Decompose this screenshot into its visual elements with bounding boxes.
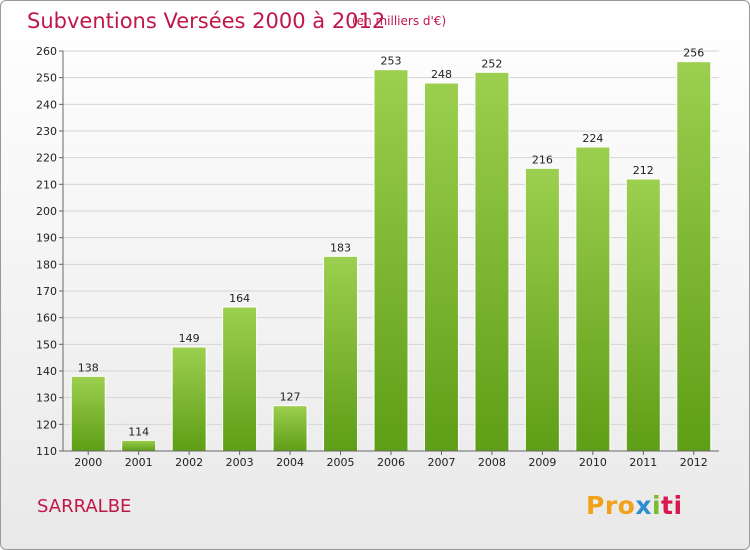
y-tick-label: 190 (36, 232, 57, 245)
logo-part: i (651, 491, 662, 520)
data-label: 114 (128, 425, 149, 438)
data-label: 164 (229, 292, 250, 305)
data-label: 216 (532, 153, 553, 166)
logo-part: ti (661, 491, 683, 520)
data-label: 212 (633, 164, 654, 177)
chart-subtitle: (en milliers d'€) (352, 14, 447, 28)
y-tick-label: 240 (36, 98, 57, 111)
bar (171, 346, 207, 452)
x-tick-label: 2009 (528, 456, 556, 469)
y-tick-label: 210 (36, 178, 57, 191)
x-tick-label: 2010 (579, 456, 607, 469)
data-label: 224 (582, 132, 603, 145)
bar (524, 167, 560, 452)
x-tick-label: 2004 (276, 456, 304, 469)
x-tick-label: 2006 (377, 456, 405, 469)
y-tick-label: 200 (36, 205, 57, 218)
bar (323, 255, 359, 452)
x-tick-label: 2000 (74, 456, 102, 469)
data-label: 248 (431, 68, 452, 81)
y-tick-label: 170 (36, 285, 57, 298)
data-label: 149 (179, 332, 200, 345)
data-label: 183 (330, 241, 351, 254)
bar (373, 69, 409, 452)
chart-title: Subventions Versées 2000 à 2012 (27, 9, 386, 33)
y-tick-label: 150 (36, 338, 57, 351)
y-tick-label: 130 (36, 392, 57, 405)
axes: 110 120 130 140 150 160 170 180 190 200 210 220 230 2… (36, 45, 719, 469)
data-label: 138 (78, 361, 99, 374)
bar (222, 306, 258, 452)
bar (575, 146, 611, 452)
bar (423, 82, 459, 452)
y-tick-label: 220 (36, 152, 57, 165)
x-tick-label: 2005 (327, 456, 355, 469)
bar (474, 71, 510, 452)
y-tick-label: 160 (36, 312, 57, 325)
logo-part: Pro (586, 491, 636, 520)
logo-part: x (635, 491, 652, 520)
proxiti-logo: Proxiti (586, 491, 683, 520)
x-tick-label: 2003 (226, 456, 254, 469)
data-label: 252 (481, 57, 502, 70)
bar (272, 405, 308, 452)
x-tick-label: 2007 (427, 456, 455, 469)
y-tick-label: 180 (36, 258, 57, 271)
x-tick-label: 2012 (680, 456, 708, 469)
commune-name: SARRALBE (37, 496, 132, 517)
bars: 138 114 149 164 127 183 253 248 252 216 224 212 256 (70, 47, 712, 452)
data-label: 253 (381, 55, 402, 68)
y-tick-label: 260 (36, 45, 57, 58)
data-label: 256 (683, 47, 704, 60)
bar (70, 375, 106, 452)
y-tick-label: 230 (36, 125, 57, 138)
bar (121, 439, 157, 452)
bar (625, 178, 661, 452)
y-tick-label: 250 (36, 72, 57, 85)
data-label: 127 (280, 391, 301, 404)
bar (676, 61, 712, 452)
y-tick-label: 140 (36, 365, 57, 378)
x-tick-label: 2001 (125, 456, 153, 469)
x-tick-label: 2011 (629, 456, 657, 469)
y-tick-label: 110 (36, 445, 57, 458)
y-tick-label: 120 (36, 418, 57, 431)
x-tick-label: 2008 (478, 456, 506, 469)
x-tick-label: 2002 (175, 456, 203, 469)
